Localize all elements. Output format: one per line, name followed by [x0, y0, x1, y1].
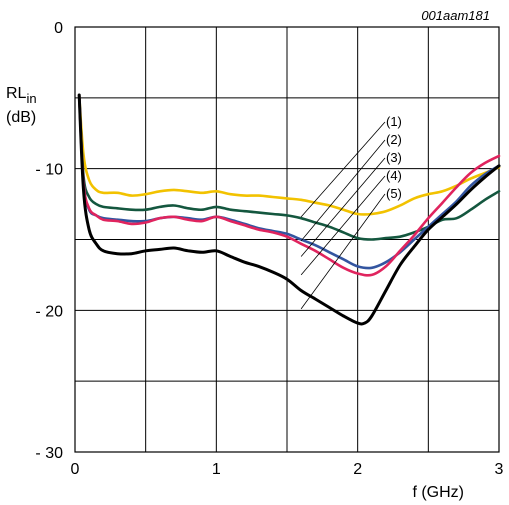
series-line-5: [77, 93, 501, 326]
legend-label-1: (1): [386, 114, 402, 129]
y-axis-label-sub: in: [26, 91, 36, 106]
series-line-4: [77, 93, 501, 277]
x-tick-label: 3: [495, 461, 504, 478]
x-tick-label: 1: [212, 461, 221, 478]
figure-code: 001aam181: [421, 8, 490, 23]
leader-line-4: [300, 175, 386, 276]
series-line-1: [77, 93, 501, 216]
y-tick-label: - 20: [35, 303, 63, 320]
legend-label-3: (3): [386, 150, 402, 165]
y-axis-label-main: RL: [6, 85, 27, 102]
x-tick-label: 2: [353, 461, 362, 478]
y-tick-label: - 30: [35, 445, 63, 462]
y-axis-unit: (dB): [6, 109, 36, 126]
y-tick-labels: 0 - 10 - 20 - 30: [35, 20, 63, 462]
legend-label-5: (5): [386, 186, 402, 201]
legend-label-4: (4): [386, 168, 402, 183]
x-tick-labels: 0 1 2 3: [71, 461, 504, 478]
x-axis-label: f (GHz): [412, 484, 464, 501]
y-tick-label: 0: [54, 20, 63, 37]
y-axis-label: RLin: [6, 85, 37, 106]
leader-line-1: [300, 121, 386, 218]
series-line-3: [77, 93, 501, 270]
series-line-2: [77, 93, 501, 241]
series-lines: [77, 93, 501, 326]
legend-leader-lines: [300, 121, 386, 310]
grid: [75, 27, 499, 452]
y-tick-label: - 10: [35, 162, 63, 179]
plot-frame: [74, 26, 500, 453]
legend-label-2: (2): [386, 132, 402, 147]
leader-line-5: [300, 193, 386, 310]
legend: (1) (2) (3) (4) (5): [386, 114, 402, 201]
leader-line-2: [300, 139, 386, 242]
x-tick-label: 0: [71, 461, 80, 478]
leader-line-3: [300, 157, 386, 257]
